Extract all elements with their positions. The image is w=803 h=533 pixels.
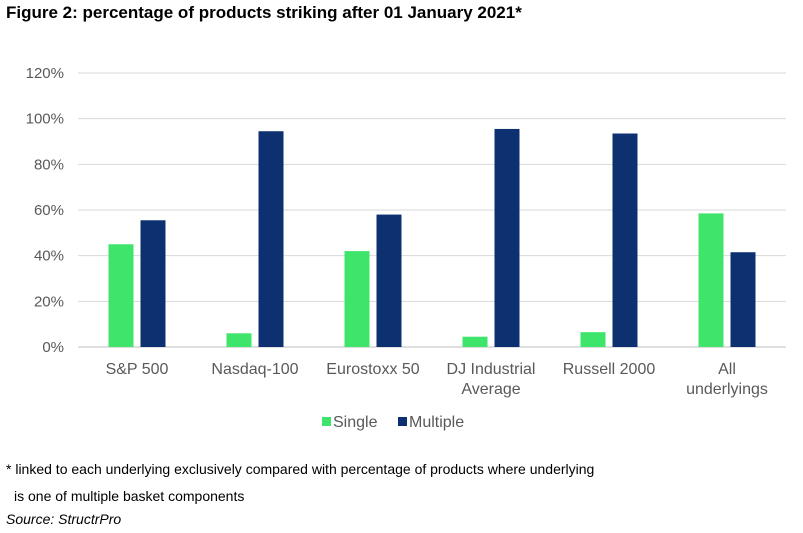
- x-axis-labels: S&P 500 Nasdaq-100 Eurostoxx 50 DJ Industri…: [106, 361, 768, 398]
- footnote-line-1: * linked to each underlying exclusively …: [6, 456, 594, 483]
- y-tick-label: 100%: [26, 111, 64, 128]
- bar-chart: 0% 20% 40% 60% 80% 100% 120% S&P 500 Nasdaq-100…: [0, 0, 803, 450]
- bar-multiple: [495, 129, 520, 347]
- source-note: Source: StructrPro: [6, 511, 121, 527]
- y-tick-label: 0%: [42, 339, 64, 356]
- bar-multiple: [259, 131, 284, 347]
- bar-multiple: [731, 252, 756, 347]
- bar-single: [109, 244, 134, 347]
- legend-label-single: Single: [333, 414, 378, 431]
- bar-single: [463, 337, 488, 347]
- footnote: * linked to each underlying exclusively …: [6, 456, 594, 510]
- bar-single: [699, 213, 724, 347]
- legend-label-multiple: Multiple: [409, 414, 464, 431]
- y-axis-ticks: 0% 20% 40% 60% 80% 100% 120%: [26, 65, 64, 356]
- y-tick-label: 40%: [34, 248, 64, 265]
- y-tick-label: 20%: [34, 293, 64, 310]
- x-tick-label: All underlyings: [686, 361, 768, 398]
- bar-multiple: [377, 215, 402, 347]
- legend-swatch-multiple: [398, 417, 407, 426]
- bar-multiple: [141, 220, 166, 347]
- legend: Single Multiple: [322, 414, 464, 431]
- x-tick-label: Nasdaq-100: [211, 361, 298, 378]
- bar-single: [227, 333, 252, 347]
- bar-single: [581, 332, 606, 347]
- gridlines: [78, 73, 786, 347]
- bar-single: [345, 251, 370, 347]
- footnote-line-2: is one of multiple basket components: [6, 483, 594, 510]
- y-tick-label: 80%: [34, 156, 64, 173]
- x-tick-label: S&P 500: [106, 361, 169, 378]
- bars: [109, 129, 756, 347]
- legend-swatch-single: [322, 417, 331, 426]
- x-tick-label: DJ Industrial Average: [447, 361, 536, 398]
- x-tick-label: Eurostoxx 50: [326, 361, 419, 378]
- x-tick-label: Russell 2000: [563, 361, 656, 378]
- y-tick-label: 120%: [26, 65, 64, 82]
- bar-multiple: [613, 134, 638, 347]
- y-tick-label: 60%: [34, 202, 64, 219]
